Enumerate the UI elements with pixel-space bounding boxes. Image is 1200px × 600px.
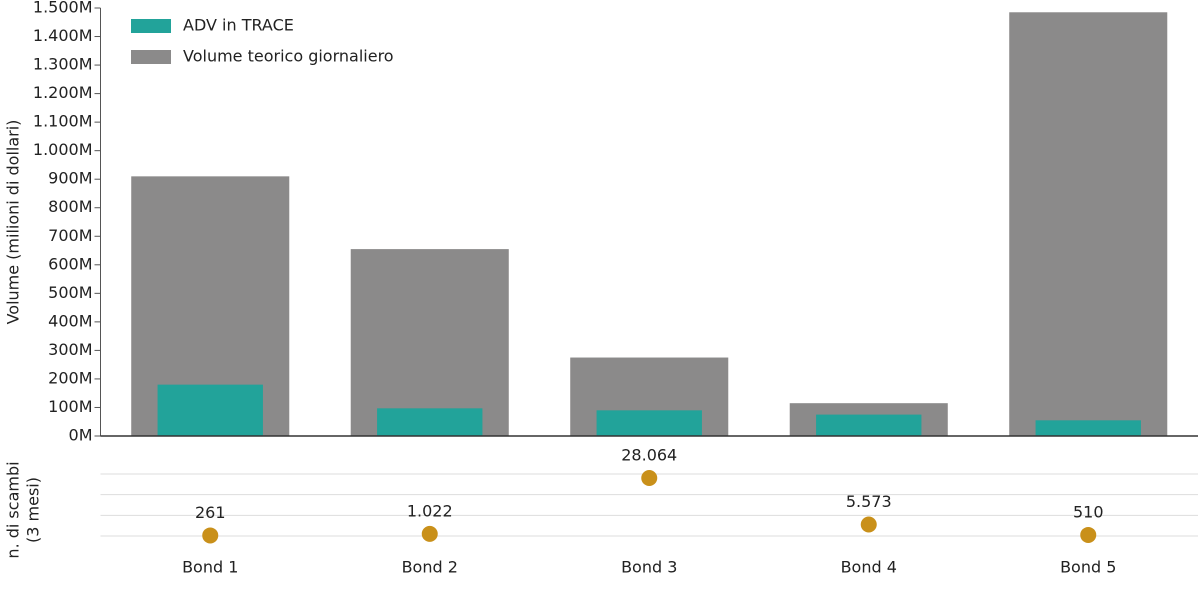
y-tick-label: 100M bbox=[48, 397, 92, 416]
y-tick-label: 1.300M bbox=[33, 55, 93, 74]
bar bbox=[1035, 420, 1141, 436]
y-tick-label: 1.000M bbox=[33, 140, 93, 159]
x-tick-label: Bond 3 bbox=[621, 558, 677, 577]
dot bbox=[1080, 526, 1097, 543]
bar bbox=[157, 384, 263, 436]
dot bbox=[202, 527, 219, 544]
data-label: 510 bbox=[1073, 502, 1104, 521]
bar bbox=[596, 410, 702, 436]
dot bbox=[860, 516, 877, 533]
x-tick-label: Bond 1 bbox=[182, 558, 238, 577]
y-tick-label: 1.500M bbox=[33, 0, 93, 17]
legend-swatch bbox=[131, 50, 171, 64]
dot bbox=[641, 470, 658, 487]
bar bbox=[377, 408, 483, 436]
y-tick-label: 200M bbox=[48, 368, 92, 387]
y-tick-label: 500M bbox=[48, 283, 92, 302]
dot bbox=[421, 525, 438, 542]
y-tick-label: 700M bbox=[48, 226, 92, 245]
y-tick-label: 300M bbox=[48, 340, 92, 359]
legend-label: ADV in TRACE bbox=[183, 16, 294, 35]
x-tick-label: Bond 5 bbox=[1060, 558, 1116, 577]
y-tick-label: 400M bbox=[48, 311, 92, 330]
data-label: 5.573 bbox=[846, 492, 892, 511]
y-tick-label: 0M bbox=[69, 426, 93, 445]
data-label: 28.064 bbox=[621, 446, 677, 465]
y-tick-label: 600M bbox=[48, 254, 92, 273]
x-tick-label: Bond 4 bbox=[841, 558, 897, 577]
y-axis-title: (3 mesi) bbox=[24, 477, 43, 543]
data-label: 1.022 bbox=[407, 501, 453, 520]
bar bbox=[816, 414, 922, 436]
y-tick-label: 1.200M bbox=[33, 83, 93, 102]
legend-label: Volume teorico giornaliero bbox=[183, 47, 394, 66]
x-tick-label: Bond 2 bbox=[402, 558, 458, 577]
data-label: 261 bbox=[195, 503, 226, 522]
bar bbox=[350, 249, 509, 436]
y-axis-title: Volume (milioni di dollari) bbox=[4, 120, 23, 325]
legend-swatch bbox=[131, 19, 171, 33]
y-tick-label: 1.400M bbox=[33, 26, 93, 45]
y-tick-label: 1.100M bbox=[33, 112, 93, 131]
y-tick-label: 800M bbox=[48, 197, 92, 216]
bar bbox=[1009, 12, 1168, 437]
y-tick-label: 900M bbox=[48, 169, 92, 188]
y-axis-title: n. di scambi bbox=[4, 461, 23, 558]
